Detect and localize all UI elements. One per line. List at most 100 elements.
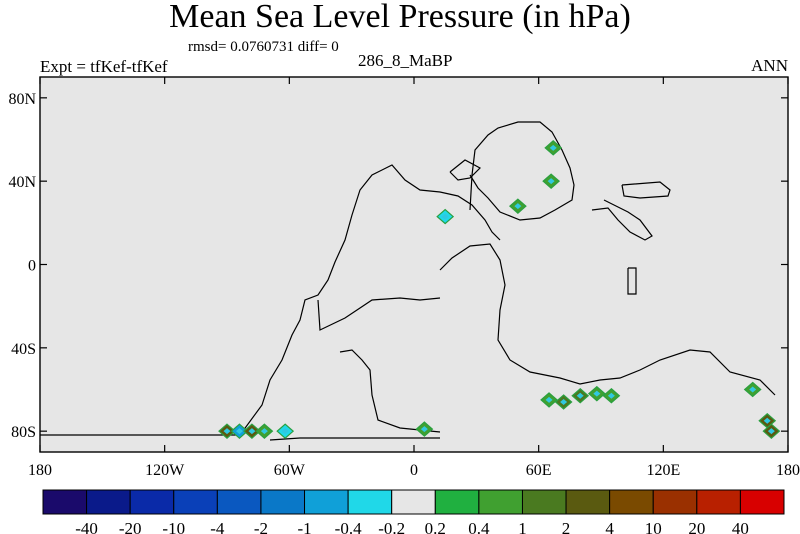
colorbar-swatch bbox=[260, 489, 306, 515]
colorbar-swatch bbox=[129, 489, 175, 515]
x-tick-label: 120E bbox=[646, 462, 680, 479]
anomaly-core bbox=[248, 428, 256, 435]
colorbar-label: -1 bbox=[297, 519, 311, 534]
colorbar-label: -2 bbox=[254, 519, 268, 534]
x-tick-label: 0 bbox=[410, 462, 418, 479]
colorbar-swatch bbox=[609, 489, 654, 515]
colorbar-label: -0.4 bbox=[335, 519, 362, 534]
colorbar-swatch bbox=[391, 489, 436, 515]
anomaly-core bbox=[441, 213, 449, 220]
colorbar-swatch bbox=[565, 489, 611, 515]
run-id-label: 286_8_MaBP bbox=[358, 51, 453, 70]
anomaly-cell bbox=[743, 381, 762, 398]
axes: 180 120W 60W 0 60E 120E 180 80N 40N 0 40S 80S bbox=[8, 76, 800, 479]
colorbar-swatch bbox=[304, 489, 349, 515]
plot-area bbox=[40, 77, 788, 452]
colorbar-label: 10 bbox=[645, 519, 662, 534]
anomaly-cell bbox=[415, 421, 434, 437]
anomaly-cell bbox=[218, 423, 236, 439]
x-tick-label: 60W bbox=[274, 462, 306, 479]
y-tick-label: 80S bbox=[11, 424, 36, 441]
colorbar-swatch bbox=[696, 489, 741, 515]
anomaly-core bbox=[560, 399, 568, 405]
colorbar-swatch bbox=[173, 489, 218, 515]
anomaly-cell bbox=[255, 423, 274, 439]
anomaly-core bbox=[223, 428, 231, 435]
colorbar-swatch bbox=[478, 489, 523, 515]
colorbar-label: 40 bbox=[732, 519, 749, 534]
colorbar: -40 -20 -10 -4 -2 -1 -0.4 -0.2 0.2 0.4 1 2 4 10 20 40 bbox=[42, 489, 785, 534]
anomaly-cell bbox=[230, 423, 249, 439]
colorbar-label: 20 bbox=[688, 519, 705, 534]
anomaly-core bbox=[576, 392, 584, 399]
anomaly-cell bbox=[540, 392, 558, 408]
anomaly-cell bbox=[762, 423, 781, 439]
y-tick-label: 80N bbox=[8, 91, 36, 108]
colorbar-label: 2 bbox=[562, 519, 571, 534]
colorbar-label: -40 bbox=[75, 519, 98, 534]
colorbar-swatch bbox=[86, 489, 131, 515]
coastline-eurasia-north bbox=[469, 121, 575, 221]
coastline-asia-east bbox=[591, 199, 653, 241]
colorbar-label: 1 bbox=[518, 519, 527, 534]
anomaly-core bbox=[420, 426, 428, 433]
chart-title: Mean Sea Level Pressure (in hPa) bbox=[169, 0, 631, 35]
colorbar-swatch bbox=[434, 489, 480, 515]
anomaly-core bbox=[607, 392, 615, 399]
coastline-south-pole bbox=[269, 437, 440, 441]
colorbar-label: -0.2 bbox=[378, 519, 405, 534]
anomaly-core bbox=[545, 396, 553, 403]
y-tick-label: 40N bbox=[8, 174, 36, 191]
anomaly-core bbox=[281, 428, 289, 435]
experiment-label: Expt = tfKef-tfKef bbox=[40, 57, 168, 76]
coastline-americas bbox=[40, 164, 501, 436]
coastline-south-america-west bbox=[317, 297, 441, 331]
anomaly-cell bbox=[276, 423, 295, 439]
colorbar-label: 4 bbox=[605, 519, 614, 534]
colorbar-swatch bbox=[652, 489, 698, 515]
anomaly-core bbox=[763, 417, 771, 424]
x-tick-label: 120W bbox=[145, 462, 185, 479]
coastline-africa bbox=[439, 243, 776, 396]
anomaly-core bbox=[767, 428, 775, 435]
anomaly-cell bbox=[544, 140, 563, 156]
anomaly-core bbox=[749, 386, 757, 393]
anomaly-cell bbox=[554, 394, 573, 410]
coastline-small-island bbox=[627, 267, 637, 295]
anomaly-cell bbox=[602, 387, 621, 404]
anomaly-markers bbox=[218, 140, 781, 439]
colorbar-swatch bbox=[42, 489, 88, 515]
x-tick-label: 180 bbox=[776, 462, 800, 479]
coastline-contours bbox=[40, 121, 776, 441]
anomaly-core bbox=[260, 428, 268, 435]
colorbar-swatch bbox=[216, 489, 262, 515]
y-tick-label: 0 bbox=[28, 258, 36, 275]
anomaly-core bbox=[514, 203, 522, 210]
anomaly-cell bbox=[436, 208, 455, 225]
colorbar-label: -4 bbox=[210, 519, 225, 534]
y-tick-label: 40S bbox=[11, 341, 36, 358]
colorbar-swatch bbox=[739, 489, 785, 515]
colorbar-label: -10 bbox=[162, 519, 185, 534]
colorbar-label: 0.2 bbox=[425, 519, 446, 534]
x-tick-label: 60E bbox=[526, 462, 552, 479]
anomaly-core bbox=[593, 390, 601, 397]
coastline-antarctica bbox=[339, 349, 441, 433]
anomaly-cell bbox=[243, 423, 261, 439]
anomaly-cell bbox=[508, 198, 527, 214]
rmsd-diff-label: rmsd= 0.0760731 diff= 0 bbox=[188, 39, 339, 55]
colorbar-label: 0.4 bbox=[468, 519, 490, 534]
coastline-pacific-island bbox=[621, 181, 671, 199]
anomaly-cell bbox=[571, 387, 590, 404]
coastline-europe-west bbox=[449, 159, 481, 181]
anomaly-core bbox=[547, 178, 555, 185]
anomaly-cell bbox=[587, 385, 606, 402]
x-tick-label: 180 bbox=[28, 462, 52, 479]
anomaly-core bbox=[549, 144, 557, 151]
season-label: ANN bbox=[751, 56, 788, 75]
colorbar-label: -20 bbox=[119, 519, 142, 534]
anomaly-core bbox=[235, 428, 243, 435]
colorbar-swatch bbox=[347, 489, 393, 515]
anomaly-cell bbox=[542, 173, 561, 189]
